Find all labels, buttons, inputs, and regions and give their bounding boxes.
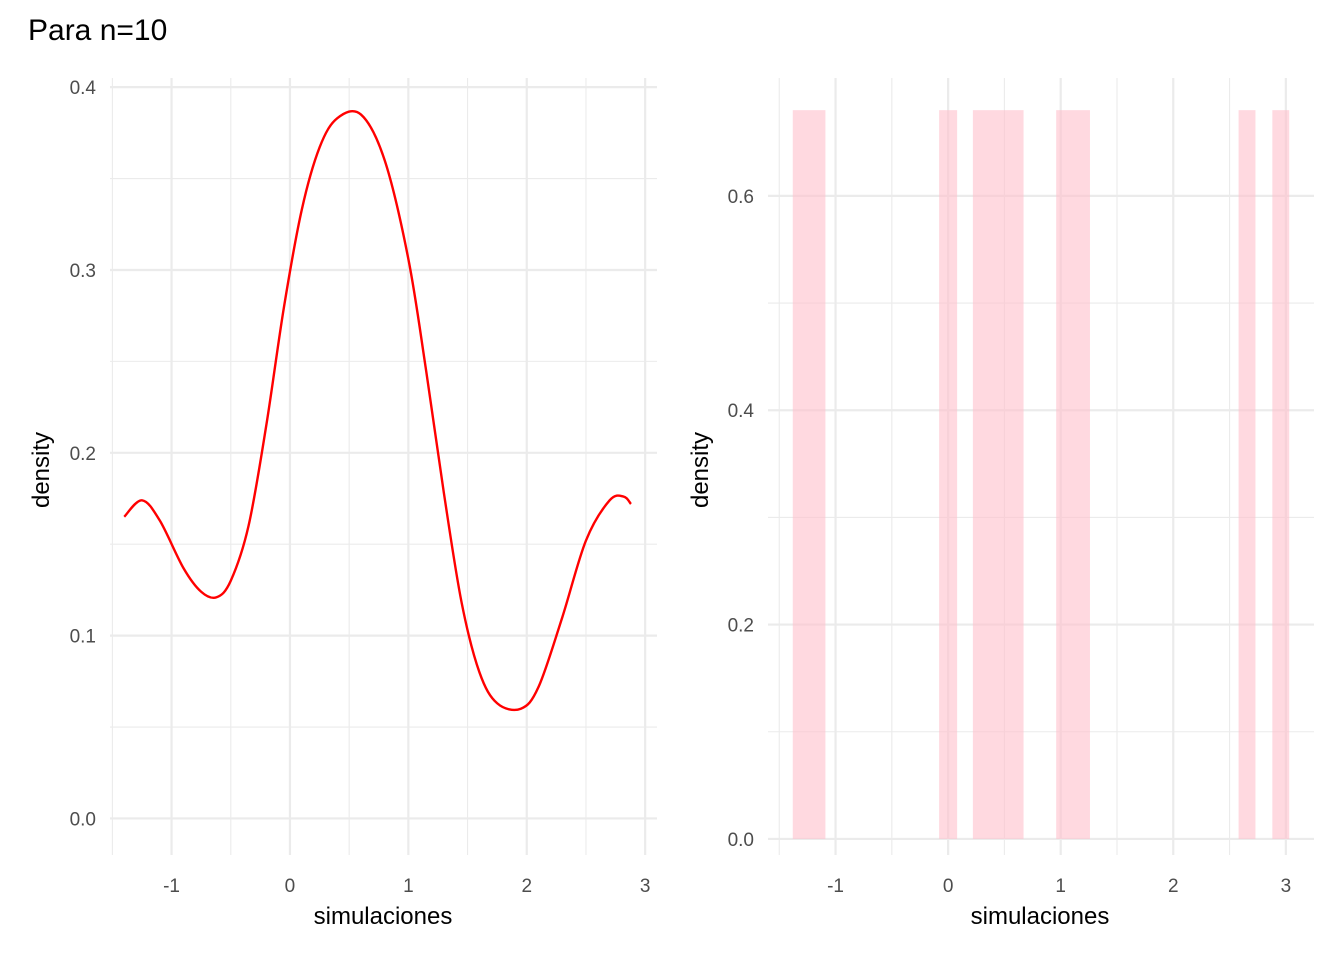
density-y-tick-label: 0.3 bbox=[70, 261, 96, 282]
histogram-y-tick-labels: 0.0 0.2 0.4 0.6 bbox=[728, 187, 755, 851]
histogram-bar bbox=[1056, 110, 1090, 839]
histogram-bar bbox=[1272, 110, 1290, 839]
histogram-x-tick-label: 0 bbox=[943, 876, 954, 897]
density-y-tick-label: 0.1 bbox=[70, 627, 96, 648]
density-x-axis-title: simulaciones bbox=[314, 903, 453, 930]
histogram-bar bbox=[1238, 110, 1256, 839]
density-curve bbox=[123, 109, 632, 712]
histogram-y-axis-title: density bbox=[687, 432, 714, 508]
histogram-bar bbox=[972, 110, 1024, 839]
plot-title: Para n=10 bbox=[28, 14, 167, 47]
density-x-tick-label: 1 bbox=[403, 876, 414, 897]
density-y-tick-label: 0.2 bbox=[70, 444, 96, 465]
histogram-bar bbox=[792, 110, 826, 839]
histogram-y-tick-label: 0.6 bbox=[728, 187, 754, 208]
density-marks bbox=[123, 109, 632, 712]
density-y-axis-title: density bbox=[28, 432, 55, 508]
histogram-x-tick-label: -1 bbox=[827, 876, 844, 897]
density-x-tick-label: 0 bbox=[285, 876, 296, 897]
histogram-y-tick-label: 0.0 bbox=[728, 830, 754, 851]
histogram-gridlines bbox=[768, 78, 1314, 855]
density-x-tick-label: 2 bbox=[521, 876, 532, 897]
density-gridlines bbox=[110, 78, 657, 855]
histogram-y-tick-label: 0.2 bbox=[728, 616, 754, 637]
histogram-bar bbox=[939, 110, 958, 839]
density-y-tick-label: 0.0 bbox=[70, 809, 96, 830]
histogram-x-tick-label: 1 bbox=[1055, 876, 1066, 897]
density-x-tick-label: -1 bbox=[163, 876, 180, 897]
histogram-x-tick-labels: -1 0 1 2 3 bbox=[827, 876, 1291, 897]
histogram-x-tick-label: 3 bbox=[1281, 876, 1292, 897]
density-y-tick-labels: 0.0 0.1 0.2 0.3 0.4 bbox=[70, 78, 97, 830]
density-panel: -1 0 1 2 3 0.0 0.1 0.2 0.3 0.4 simulaciones dens… bbox=[28, 78, 657, 930]
histogram-y-tick-label: 0.4 bbox=[728, 401, 755, 422]
density-y-tick-label: 0.4 bbox=[70, 78, 97, 99]
density-x-tick-labels: -1 0 1 2 3 bbox=[163, 876, 650, 897]
histogram-x-axis-title: simulaciones bbox=[971, 903, 1110, 930]
histogram-marks bbox=[792, 110, 1290, 839]
density-x-tick-label: 3 bbox=[640, 876, 651, 897]
histogram-panel: -1 0 1 2 3 0.0 0.2 0.4 0.6 simulaciones density bbox=[687, 78, 1314, 930]
histogram-x-tick-label: 2 bbox=[1168, 876, 1179, 897]
